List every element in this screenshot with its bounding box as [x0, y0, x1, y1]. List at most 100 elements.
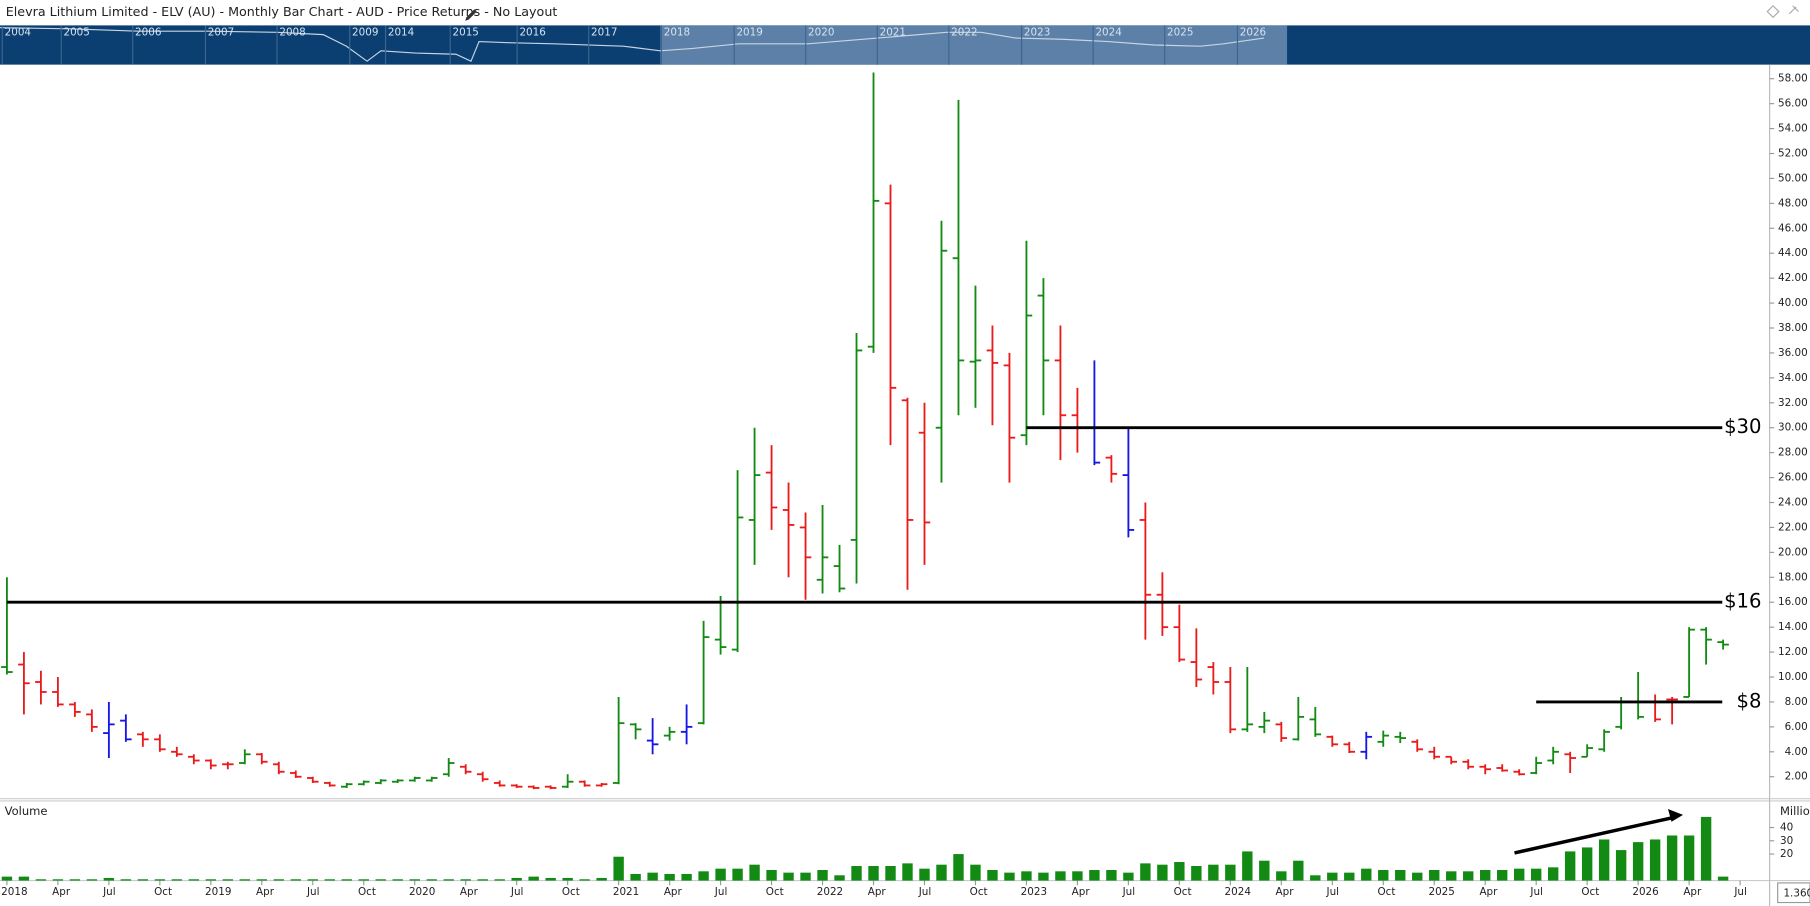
- navigator-label: 2026: [1240, 26, 1266, 38]
- volume-bar: [494, 879, 505, 881]
- volume-bar: [953, 854, 964, 881]
- navigator-label: 2015: [453, 26, 479, 38]
- volume-bar: [1463, 871, 1474, 881]
- pin-icon[interactable]: [1788, 5, 1799, 15]
- volume-bar: [528, 876, 539, 881]
- volume-bar: [1717, 876, 1729, 881]
- volume-bar: [52, 879, 64, 881]
- x-tick-label: Apr: [1479, 886, 1498, 898]
- y-tick-label: 34.00: [1778, 372, 1808, 384]
- volume-bar: [171, 879, 183, 881]
- volume-bar: [545, 877, 556, 881]
- volume-bar: [664, 873, 675, 881]
- volume-bar: [1514, 868, 1525, 881]
- level-label: $8: [1737, 689, 1762, 712]
- volume-bar: [1564, 851, 1576, 881]
- volume-bar: [137, 879, 149, 881]
- volume-tick-label: 20: [1780, 848, 1793, 860]
- volume-bar: [800, 872, 811, 881]
- y-tick-label: 26.00: [1778, 472, 1808, 484]
- x-tick-label: Jul: [102, 886, 116, 898]
- volume-title: Volume: [5, 804, 48, 818]
- volume-bar: [341, 879, 352, 881]
- navigator-label: 2024: [1095, 26, 1122, 38]
- y-tick-label: 2.00: [1785, 771, 1808, 783]
- volume-bar: [1191, 866, 1202, 881]
- volume-bar: [1225, 864, 1236, 881]
- y-tick-label: 14.00: [1778, 621, 1808, 633]
- volume-bar: [817, 869, 828, 881]
- volume-bar: [1293, 860, 1304, 881]
- volume-bar: [1310, 875, 1321, 881]
- volume-bar: [1123, 872, 1134, 881]
- volume-bar: [613, 856, 624, 881]
- y-tick-label: 6.00: [1785, 721, 1808, 733]
- volume-bar: [1021, 871, 1032, 881]
- volume-bar: [1378, 869, 1389, 881]
- x-tick-label: Apr: [664, 886, 683, 898]
- volume-bar: [1547, 867, 1559, 881]
- volume-bar: [851, 866, 862, 881]
- window-icon[interactable]: [1766, 4, 1780, 19]
- volume-bar: [273, 879, 284, 881]
- corner-label: 1.360: [1783, 887, 1810, 899]
- volume-bar: [18, 876, 30, 881]
- x-tick-label: Jul: [1733, 886, 1747, 898]
- y-tick-label: 54.00: [1778, 123, 1808, 135]
- volume-bar: [970, 864, 981, 881]
- trend-arrow: [1514, 815, 1676, 855]
- volume-bar: [154, 879, 166, 881]
- volume-bar: [1429, 869, 1440, 881]
- x-tick-label: Jul: [510, 886, 524, 898]
- level-label: $16: [1724, 590, 1761, 613]
- x-tick-label: Jul: [1326, 886, 1340, 898]
- volume-bar: [1395, 869, 1406, 881]
- y-tick-label: 12.00: [1778, 646, 1808, 658]
- volume-bar: [222, 879, 234, 881]
- x-tick-label: 2025: [1428, 886, 1454, 898]
- volume-bar: [290, 879, 301, 881]
- volume-bar: [1446, 871, 1457, 881]
- x-tick-label: Jul: [714, 886, 728, 898]
- x-tick-label: Oct: [1174, 886, 1192, 898]
- volume-bar: [1, 876, 13, 881]
- x-tick-label: Apr: [1683, 886, 1702, 898]
- x-tick-label: 2023: [1021, 886, 1047, 898]
- edit-icon[interactable]: [465, 9, 477, 21]
- x-tick-label: 2019: [205, 886, 231, 898]
- volume-bar: [732, 868, 743, 881]
- volume-bar: [1106, 869, 1117, 881]
- volume-bar: [1157, 864, 1168, 881]
- x-tick-label: Apr: [1072, 886, 1091, 898]
- volume-bar: [902, 863, 913, 881]
- volume-bar: [1004, 872, 1015, 881]
- volume-bar: [324, 879, 335, 881]
- y-tick-label: 24.00: [1778, 497, 1808, 509]
- volume-bar: [409, 879, 420, 881]
- volume-bar: [766, 869, 777, 881]
- y-tick-label: 40.00: [1778, 297, 1808, 309]
- volume-bar: [256, 879, 267, 881]
- x-tick-label: Oct: [970, 886, 988, 898]
- navigator-label: 2023: [1024, 26, 1050, 38]
- volume-bar: [1581, 847, 1593, 881]
- volume-bar: [1140, 863, 1151, 881]
- navigator-label: 2009: [352, 26, 378, 38]
- x-tick-label: Jul: [918, 886, 932, 898]
- volume-bar: [1174, 862, 1185, 881]
- volume-bar: [1412, 872, 1423, 881]
- y-tick-label: 50.00: [1778, 172, 1808, 184]
- x-tick-label: Oct: [766, 886, 784, 898]
- y-tick-label: 30.00: [1778, 422, 1808, 434]
- volume-bar: [1480, 869, 1491, 881]
- y-tick-label: 18.00: [1778, 571, 1808, 583]
- y-tick-label: 42.00: [1778, 272, 1808, 284]
- volume-bar: [1072, 871, 1083, 881]
- volume-bar: [783, 872, 794, 881]
- volume-bar: [987, 869, 998, 881]
- x-tick-label: Jul: [1529, 886, 1543, 898]
- volume-bar: [579, 879, 590, 881]
- volume-bar: [868, 866, 879, 881]
